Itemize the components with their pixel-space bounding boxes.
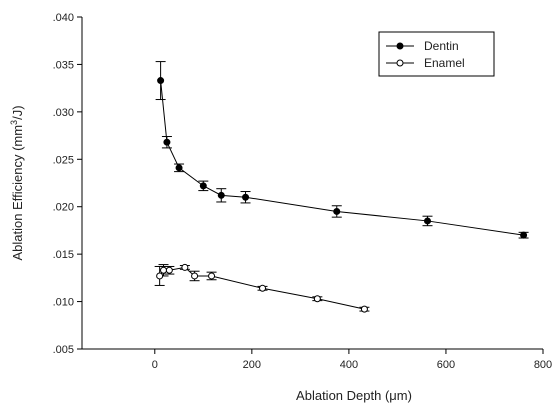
x-axis-title-unit: μm (389, 388, 407, 403)
data-point-dentin (333, 207, 341, 215)
data-point-enamel (160, 266, 168, 274)
x-tick-label: 800 (534, 359, 552, 371)
data-point-dentin (424, 217, 432, 225)
axes (77, 16, 544, 354)
data-point-enamel (156, 272, 164, 280)
data-point-enamel (360, 305, 368, 313)
y-axis-title-close: /J) (10, 105, 25, 119)
data-point-dentin (157, 77, 165, 85)
series-line-dentin (160, 80, 524, 236)
data-point-enamel (165, 266, 173, 274)
y-tick-label: .020 (53, 202, 74, 214)
x-tick-label: 200 (243, 359, 261, 371)
y-axis-title-main: Ablation Efficiency (mm (10, 125, 25, 261)
legend-marker-enamel (396, 59, 404, 67)
y-tick-label: .040 (53, 12, 74, 24)
legend-box (378, 31, 495, 77)
data-point-dentin (163, 138, 171, 146)
data-point-dentin (175, 164, 183, 172)
data-point-dentin (242, 193, 250, 201)
legend-label-dentin: Dentin (424, 39, 459, 53)
data-point-enamel (313, 295, 321, 303)
data-point-dentin (520, 231, 528, 239)
legend-marker-dentin (396, 42, 404, 50)
y-tick-label: .010 (53, 297, 74, 309)
y-tick-label: .030 (53, 107, 74, 119)
tick-labels: .005 .010 .015 .020 .025 .030 .035 .040 0 200 400 6… (53, 12, 553, 371)
x-axis-title: Ablation Depth (μm) (296, 388, 412, 403)
x-axis-title-close: ) (408, 388, 412, 403)
legend-label-enamel: Enamel (424, 56, 465, 70)
data-point-dentin (217, 191, 225, 199)
data-point-enamel (208, 272, 216, 280)
y-axis-title-sup: 3 (9, 120, 19, 125)
x-axis-title-main: Ablation Depth ( (296, 388, 390, 403)
y-tick-label: .015 (53, 249, 74, 261)
x-tick-label: 400 (340, 359, 358, 371)
data-point-enamel (181, 263, 189, 271)
y-tick-label: .005 (53, 344, 74, 356)
data-point-dentin (199, 182, 207, 190)
markers (156, 77, 528, 313)
y-tick-label: .025 (53, 154, 74, 166)
y-axis-title: Ablation Efficiency (mm3/J) (9, 105, 25, 260)
x-tick-label: 0 (152, 359, 158, 371)
data-point-enamel (259, 284, 267, 292)
x-tick-label: 600 (437, 359, 455, 371)
data-point-enamel (191, 272, 199, 280)
legend: Dentin Enamel (378, 31, 495, 77)
y-tick-label: .035 (53, 59, 74, 71)
